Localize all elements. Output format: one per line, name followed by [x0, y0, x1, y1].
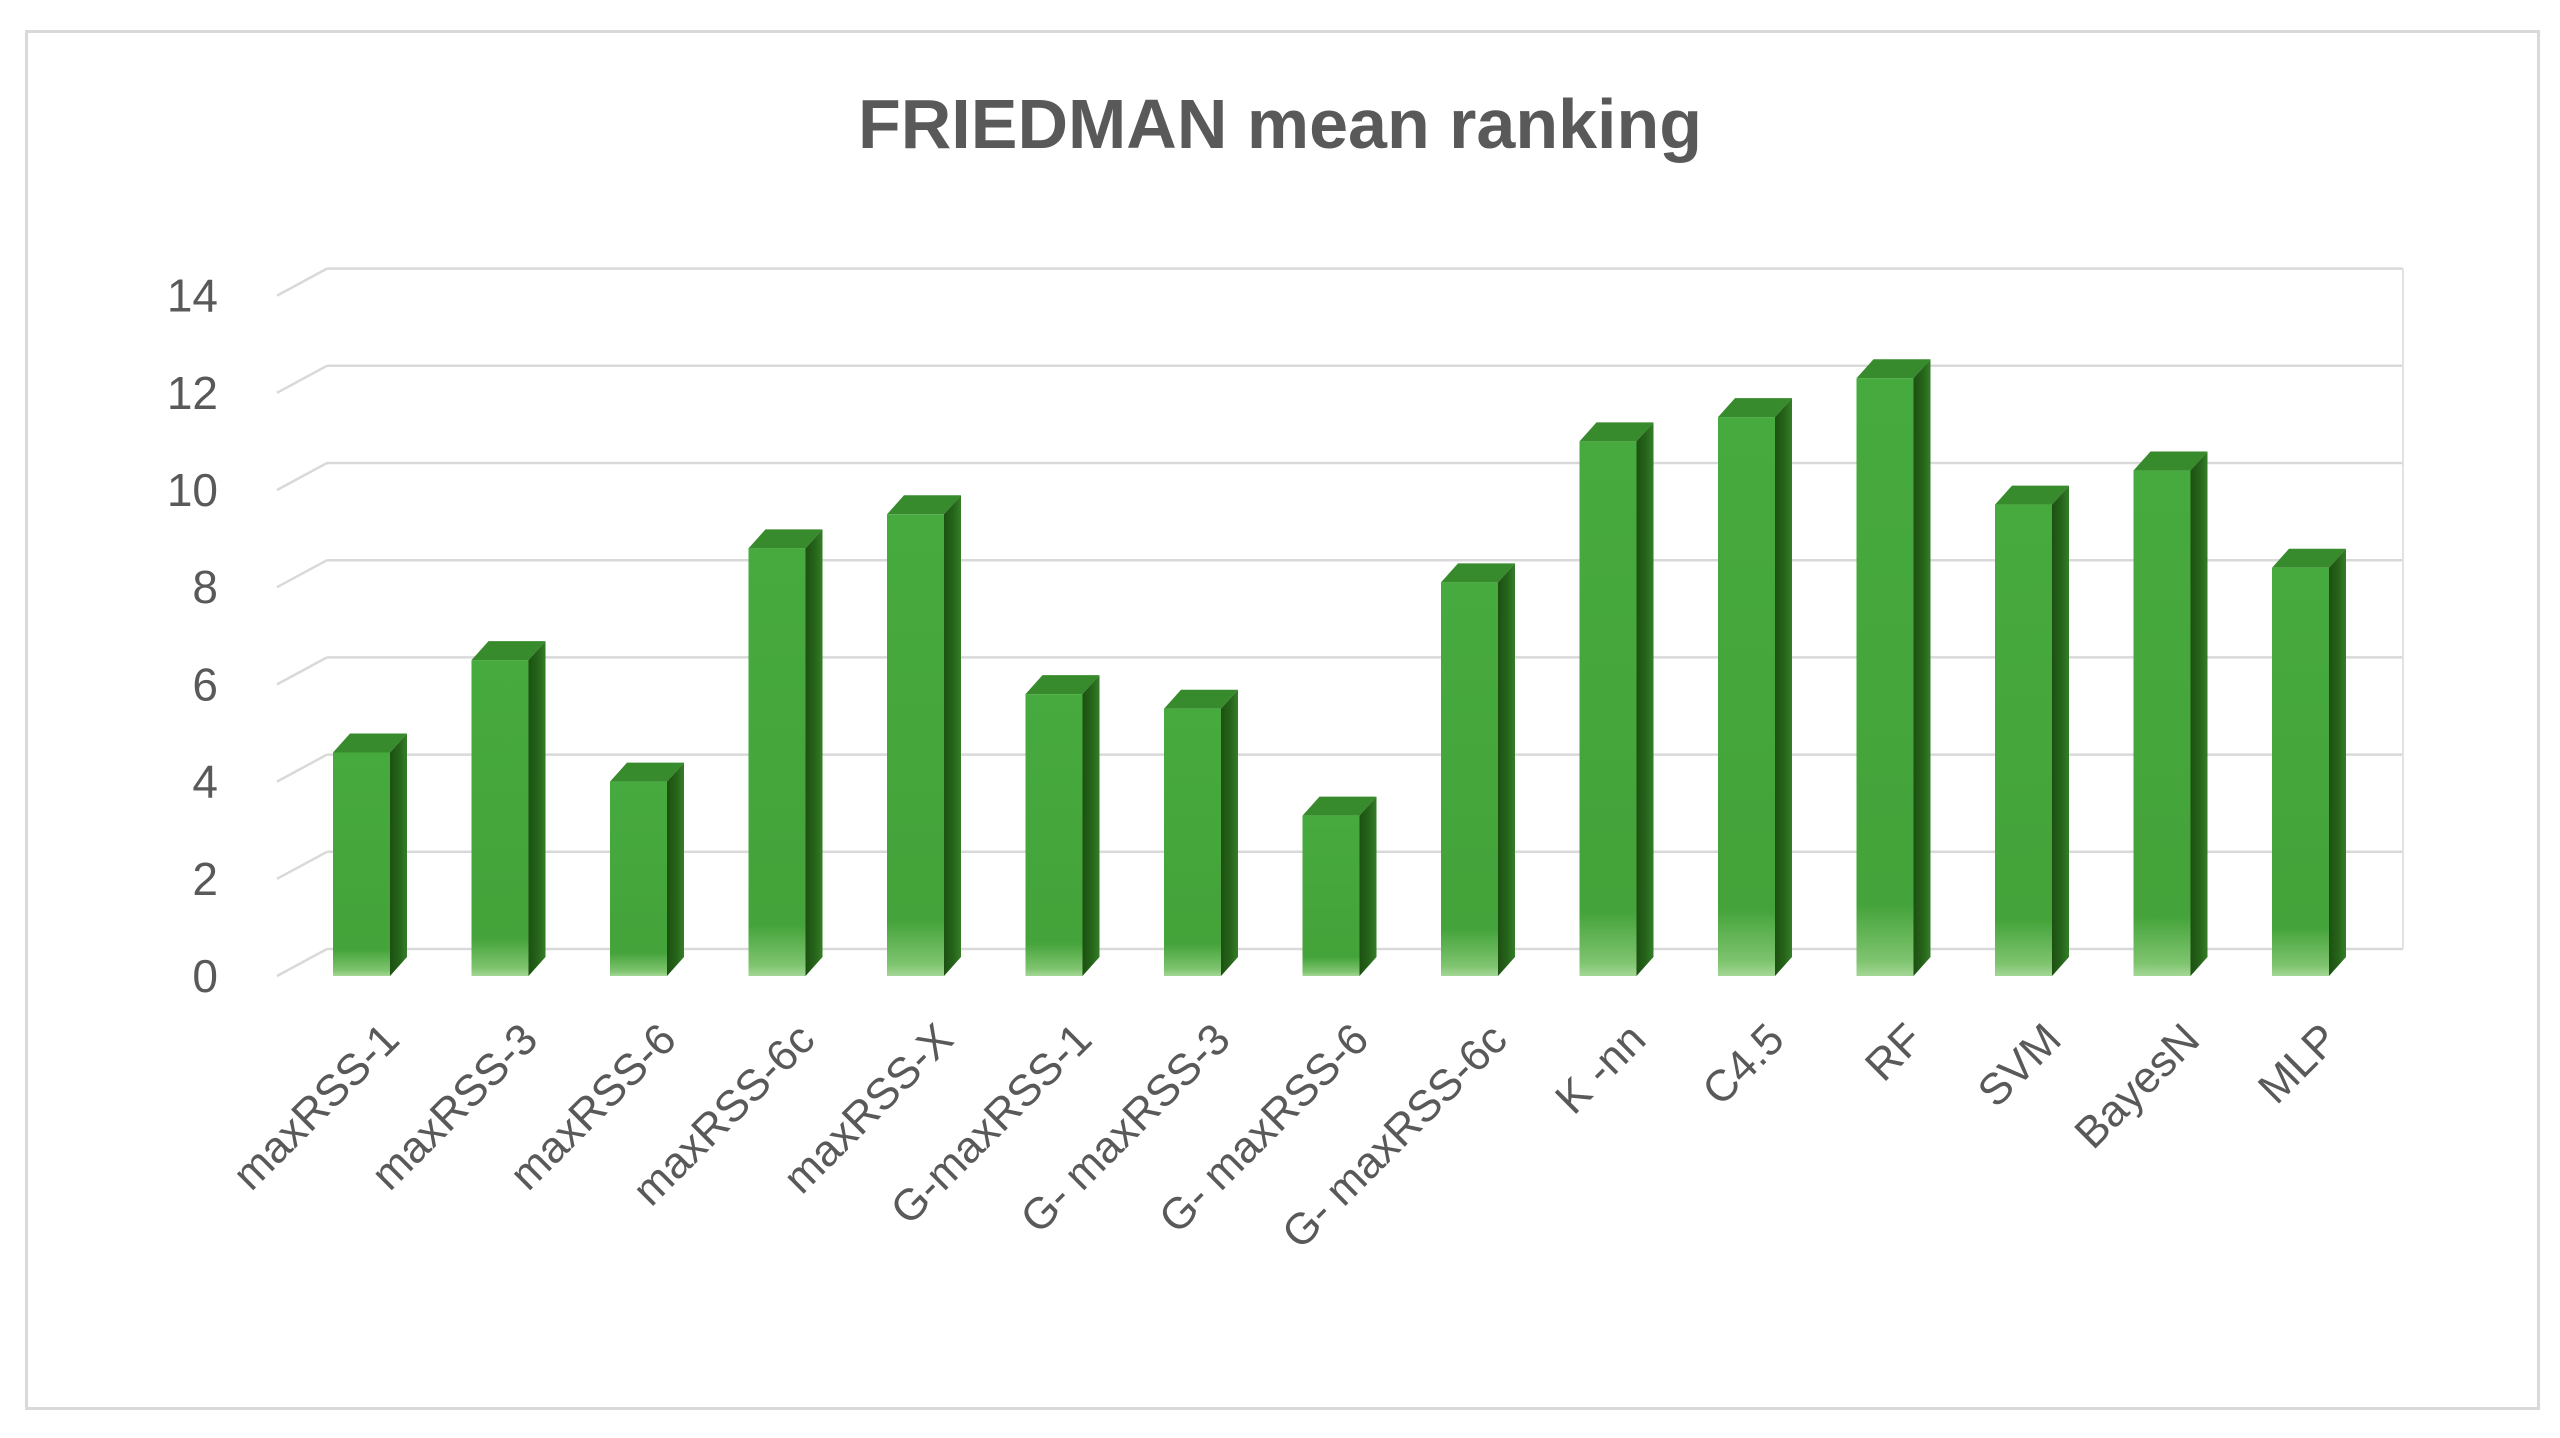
- tick-diagonal-6: [276, 656, 328, 686]
- y-axis-label-0: 0: [192, 950, 218, 1002]
- bar-G- maxRSS-6: [1302, 796, 1377, 976]
- bar-front-face: [1025, 694, 1083, 976]
- bar-side-face: [1498, 563, 1515, 976]
- tick-diagonal-8: [276, 559, 328, 589]
- bar-top-face: [471, 641, 546, 661]
- bar-top-face: [2272, 548, 2346, 568]
- bar-side-face: [1221, 689, 1238, 976]
- tick-diagonal-10: [276, 461, 328, 492]
- bar-MLP: [2272, 548, 2346, 976]
- bar-maxRSS-6c: [748, 529, 823, 976]
- bar-G- maxRSS-6c: [1441, 563, 1515, 976]
- bar-SVM: [1995, 485, 2069, 976]
- bar-top-face: [1995, 485, 2069, 505]
- bar-maxRSS-6: [610, 762, 684, 976]
- bar-C4.5: [1718, 398, 1792, 977]
- tick-diagonal-0: [276, 947, 328, 978]
- bar-side-face: [2052, 485, 2069, 976]
- tick-diagonal-2: [276, 850, 328, 880]
- bar-front-face: [2133, 470, 2191, 976]
- bar-front-face: [1302, 815, 1360, 976]
- bar-top-face: [1025, 675, 1100, 695]
- bar-G-maxRSS-1: [1025, 675, 1100, 976]
- bar-top-face: [2133, 451, 2208, 471]
- bar-side-face: [1636, 422, 1654, 976]
- bar-maxRSS-X: [887, 495, 961, 976]
- x-axis-label-RF: RF: [1856, 1014, 1932, 1090]
- bars-group: [333, 359, 2346, 977]
- x-axis-label-K -nn: K -nn: [1546, 1014, 1655, 1123]
- bar-side-face: [528, 641, 546, 976]
- bar-K -nn: [1579, 422, 1654, 976]
- bar-side-face: [390, 733, 407, 976]
- bar-BayesN: [2133, 451, 2208, 976]
- chart-title: FRIEDMAN mean ranking: [858, 85, 1702, 163]
- y-axis-label-10: 10: [167, 464, 218, 516]
- bar-top-face: [333, 733, 407, 753]
- chart-border: [25, 30, 2540, 1410]
- bar-front-face: [1718, 417, 1775, 977]
- bar-maxRSS-1: [333, 733, 407, 976]
- bar-front-face: [1579, 441, 1637, 976]
- bar-top-face: [1302, 796, 1377, 816]
- bar-side-face: [1775, 398, 1792, 977]
- bar-top-face: [748, 529, 823, 549]
- bar-side-face: [944, 495, 961, 976]
- y-axis-label-8: 8: [192, 561, 218, 613]
- y-axis-label-14: 14: [167, 270, 218, 322]
- bar-G- maxRSS-3: [1164, 689, 1238, 976]
- y-axis-label-12: 12: [167, 367, 218, 419]
- bar-front-face: [333, 752, 390, 976]
- bar-top-face: [1579, 422, 1654, 442]
- bar-RF: [1856, 359, 1931, 977]
- bar-side-face: [2190, 451, 2208, 976]
- bar-top-face: [1856, 359, 1931, 379]
- bar-front-face: [1441, 582, 1498, 976]
- bar-top-face: [1441, 563, 1515, 583]
- bar-side-face: [1082, 675, 1100, 976]
- bar-front-face: [887, 514, 944, 976]
- bar-top-face: [1164, 689, 1238, 709]
- y-axis-label-2: 2: [192, 853, 218, 905]
- bar-maxRSS-3: [471, 641, 546, 976]
- bar-front-face: [610, 781, 667, 976]
- tick-diagonal-14: [276, 267, 328, 297]
- bar-top-face: [887, 495, 961, 515]
- bar-top-face: [1718, 398, 1792, 418]
- tick-diagonal-4: [276, 753, 328, 783]
- x-axis-label-C4.5: C4.5: [1693, 1014, 1793, 1114]
- tick-diagonal-12: [276, 364, 328, 394]
- bar-front-face: [748, 548, 806, 976]
- y-axis-label-6: 6: [192, 658, 218, 710]
- bar-front-face: [2272, 567, 2329, 976]
- bar-side-face: [2329, 548, 2346, 976]
- bar-front-face: [1995, 504, 2052, 976]
- x-axis-label-SVM: SVM: [1968, 1014, 2070, 1116]
- bar-side-face: [1359, 796, 1377, 976]
- bar-front-face: [1164, 708, 1221, 976]
- bar-side-face: [667, 762, 684, 976]
- bar-side-face: [805, 529, 823, 976]
- y-axis-label-4: 4: [192, 756, 218, 808]
- bar-side-face: [1913, 359, 1931, 977]
- bar-front-face: [471, 660, 529, 976]
- bar-top-face: [610, 762, 684, 782]
- x-axis-label-MLP: MLP: [2249, 1014, 2348, 1113]
- x-axis-label-BayesN: BayesN: [2065, 1014, 2209, 1158]
- bar-front-face: [1856, 378, 1914, 977]
